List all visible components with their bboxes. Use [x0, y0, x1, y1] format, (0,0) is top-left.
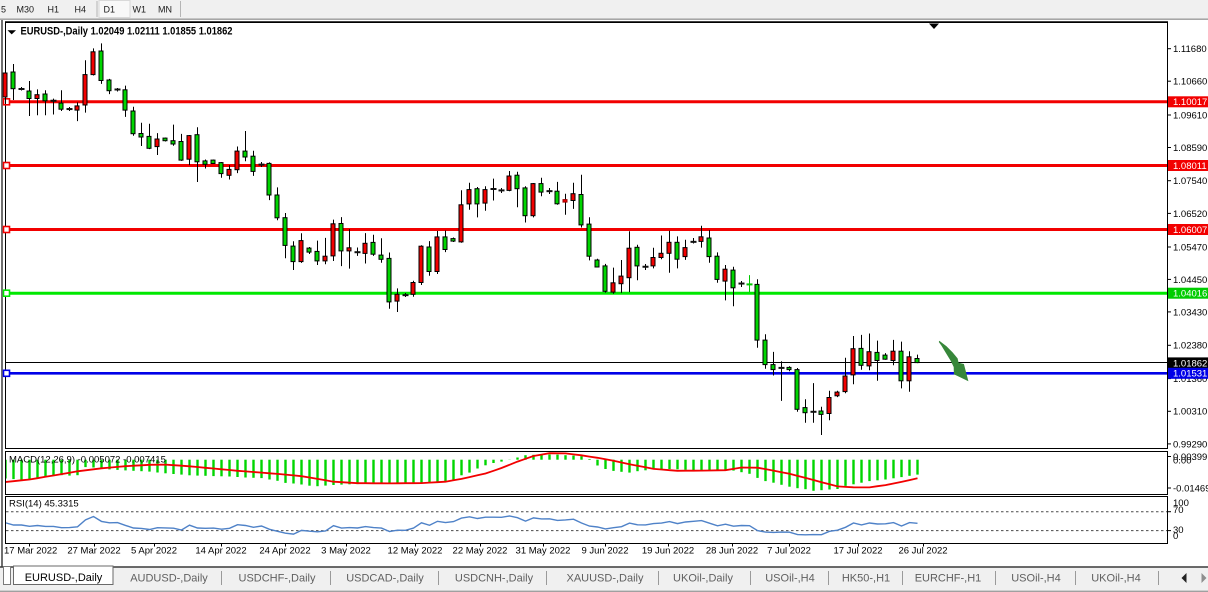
svg-text:1.11680: 1.11680	[1173, 44, 1207, 55]
svg-text:5 Apr 2022: 5 Apr 2022	[131, 546, 177, 557]
svg-text:EURUSD-,Daily: EURUSD-,Daily	[25, 572, 103, 584]
svg-text:USOil-,H4: USOil-,H4	[765, 573, 815, 585]
svg-text:26 Jul 2022: 26 Jul 2022	[898, 546, 947, 557]
svg-text:M30: M30	[17, 5, 35, 15]
svg-text:USDCAD-,Daily: USDCAD-,Daily	[346, 573, 424, 585]
svg-text:1.09610: 1.09610	[1173, 110, 1207, 121]
svg-text:1.04450: 1.04450	[1173, 275, 1207, 286]
svg-text:UKOil-,Daily: UKOil-,Daily	[673, 573, 733, 585]
svg-text:27 Mar 2022: 27 Mar 2022	[67, 546, 120, 557]
svg-text:0.00: 0.00	[1173, 455, 1192, 466]
svg-text:USOil-,H4: USOil-,H4	[1011, 573, 1061, 585]
svg-text:31 May 2022: 31 May 2022	[516, 546, 571, 557]
svg-text:19 Jun 2022: 19 Jun 2022	[642, 546, 694, 557]
svg-text:1.04016: 1.04016	[1173, 289, 1207, 300]
svg-text:XAUUSD-,Daily: XAUUSD-,Daily	[566, 573, 644, 585]
svg-text:7 Jul 2022: 7 Jul 2022	[767, 546, 811, 557]
svg-text:MACD(12,26,9) -0.005072 -0.007: MACD(12,26,9) -0.005072 -0.007415	[9, 455, 166, 466]
svg-text:17 Mar 2022: 17 Mar 2022	[4, 546, 57, 557]
svg-text:1.08011: 1.08011	[1173, 161, 1207, 172]
svg-text:MN: MN	[158, 5, 172, 15]
svg-text:RSI(14) 45.3315: RSI(14) 45.3315	[9, 499, 79, 510]
svg-text:1.01862: 1.01862	[1173, 358, 1207, 369]
svg-text:1.10660: 1.10660	[1173, 77, 1207, 88]
svg-text:USDCHF-,Daily: USDCHF-,Daily	[239, 573, 317, 585]
svg-text:1.06520: 1.06520	[1173, 209, 1207, 220]
svg-text:1.10017: 1.10017	[1173, 97, 1207, 108]
svg-text:EURCHF-,H1: EURCHF-,H1	[915, 573, 982, 585]
svg-text:1.07540: 1.07540	[1173, 176, 1207, 187]
svg-text:1.06007: 1.06007	[1173, 225, 1207, 236]
svg-text:1.05470: 1.05470	[1173, 242, 1207, 253]
svg-text:5: 5	[1, 5, 6, 15]
svg-text:24 Apr 2022: 24 Apr 2022	[259, 546, 310, 557]
svg-text:HK50-,H1: HK50-,H1	[842, 573, 890, 585]
svg-text:1.02380: 1.02380	[1173, 341, 1207, 352]
svg-text:1.03430: 1.03430	[1173, 307, 1207, 318]
svg-text:1.01531: 1.01531	[1173, 369, 1207, 380]
svg-text:W1: W1	[133, 5, 147, 15]
svg-text:0.99290: 0.99290	[1173, 439, 1207, 450]
svg-text:3 May 2022: 3 May 2022	[321, 546, 371, 557]
svg-text:1.01360: 1.01360	[1173, 374, 1207, 385]
svg-text:30: 30	[1173, 525, 1184, 536]
svg-text:AUDUSD-,Daily: AUDUSD-,Daily	[130, 573, 208, 585]
svg-text:UKOil-,H4: UKOil-,H4	[1091, 573, 1141, 585]
svg-text:1.00310: 1.00310	[1173, 407, 1207, 418]
svg-text:100: 100	[1173, 498, 1189, 509]
svg-text:28 Jun 2022: 28 Jun 2022	[706, 546, 758, 557]
svg-text:12 May 2022: 12 May 2022	[388, 546, 443, 557]
svg-text:22 May 2022: 22 May 2022	[453, 546, 508, 557]
svg-text:0.00399: 0.00399	[1173, 452, 1207, 463]
svg-text:0: 0	[1173, 531, 1178, 542]
svg-text:9 Jun 2022: 9 Jun 2022	[581, 546, 628, 557]
svg-text:H4: H4	[75, 5, 87, 15]
svg-text:14 Apr 2022: 14 Apr 2022	[195, 546, 246, 557]
svg-text:1.08590: 1.08590	[1173, 143, 1207, 154]
svg-text:D1: D1	[104, 5, 116, 15]
svg-text:H1: H1	[48, 5, 60, 15]
svg-text:USDCNH-,Daily: USDCNH-,Daily	[455, 573, 534, 585]
svg-text:-0.01469: -0.01469	[1173, 483, 1208, 494]
svg-text:EURUSD-,Daily 1.02049 1.02111: EURUSD-,Daily 1.02049 1.02111 1.01855 1.…	[21, 26, 233, 38]
svg-text:17 Jul 2022: 17 Jul 2022	[833, 546, 882, 557]
svg-text:70: 70	[1173, 505, 1184, 516]
